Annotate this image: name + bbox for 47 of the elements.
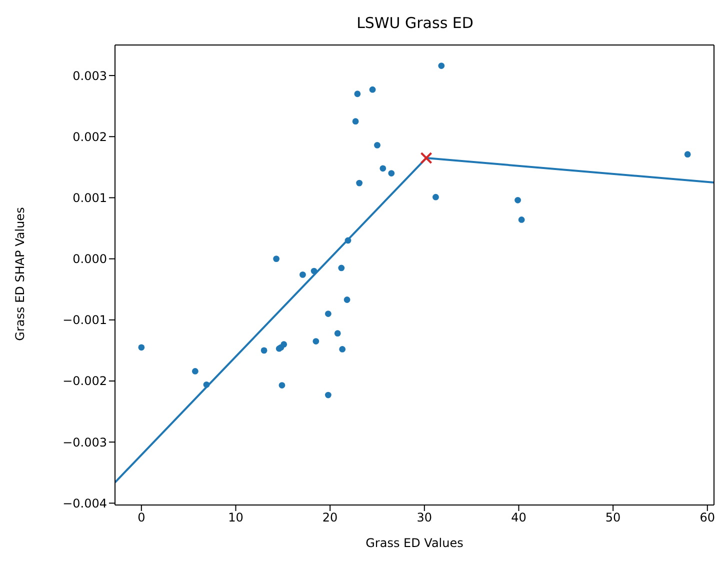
point — [312, 338, 320, 344]
point — [380, 165, 386, 172]
point — [356, 180, 363, 186]
point — [374, 142, 380, 148]
point — [280, 341, 288, 348]
point — [344, 296, 350, 303]
point — [324, 310, 332, 317]
point — [260, 347, 268, 354]
point — [300, 271, 306, 278]
x-tick-label: 50 — [605, 510, 621, 525]
y-tick-label: 0.000 — [72, 252, 107, 266]
point — [273, 256, 280, 262]
point — [518, 216, 525, 223]
y-tick-label: 0.001 — [72, 190, 107, 205]
point — [324, 392, 332, 398]
y-tick-label: −0.003 — [62, 435, 107, 450]
y-tick-label: 0.002 — [72, 130, 107, 144]
point — [310, 268, 318, 274]
point — [354, 90, 361, 98]
point — [203, 381, 210, 388]
point — [192, 368, 198, 374]
x-axis-title: Grass ED Values — [366, 536, 464, 550]
point — [369, 86, 376, 93]
point — [352, 118, 359, 125]
point — [438, 62, 445, 69]
point — [339, 346, 346, 352]
x-tick-label: 40 — [511, 510, 526, 525]
point — [514, 196, 521, 204]
x-tick-label: 20 — [322, 510, 338, 525]
x-tick-label: 0 — [138, 510, 146, 525]
point — [432, 194, 439, 200]
y-tick-label: −0.004 — [62, 496, 107, 510]
point — [138, 344, 145, 351]
point — [338, 264, 345, 272]
y-tick-label: 0.003 — [72, 68, 107, 83]
point — [344, 237, 352, 244]
point — [334, 330, 341, 337]
point — [388, 170, 395, 176]
chart-title: LSWU Grass ED — [356, 14, 474, 32]
point — [684, 151, 691, 158]
point — [278, 382, 286, 388]
x-tick-label: 10 — [228, 510, 244, 525]
y-tick-label: −0.002 — [62, 374, 107, 388]
y-axis-title: Grass ED SHAP Values — [12, 206, 28, 343]
x-tick-label: 30 — [416, 510, 432, 525]
y-tick-label: −0.001 — [62, 313, 107, 328]
x-tick-label: 60 — [700, 510, 716, 525]
